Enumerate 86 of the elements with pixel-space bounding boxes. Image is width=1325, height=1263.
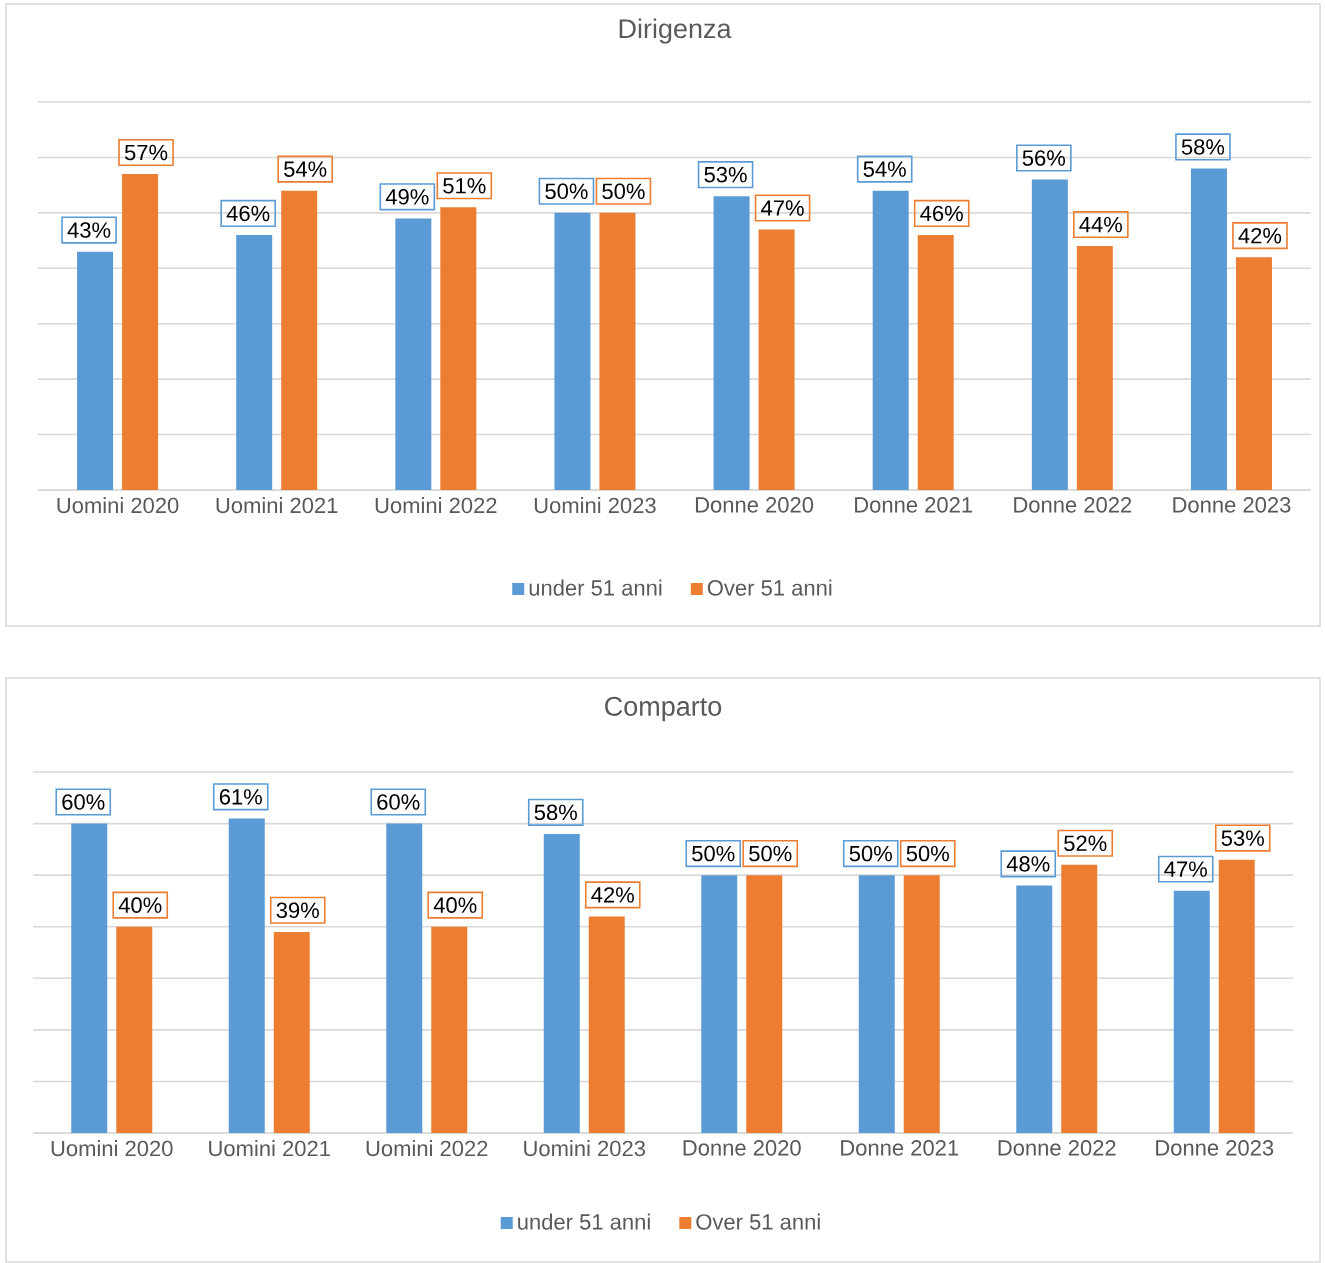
data-label: 60% (377, 794, 420, 810)
bar (746, 875, 783, 1133)
bar (116, 926, 153, 1133)
data-label: 40% (118, 897, 162, 913)
x-tick-label: Uomini 2023 (534, 497, 656, 514)
chart-title: Dirigenza (619, 18, 732, 44)
x-tick-label: Uomini 2022 (375, 497, 497, 514)
bar (1031, 179, 1068, 490)
data-label: 54% (284, 161, 327, 177)
x-tick-label: Uomini 2020 (57, 497, 179, 514)
x-tick-label: Uomini 2020 (51, 1140, 173, 1157)
data-label: 58% (1181, 139, 1225, 155)
chart-title: Comparto (605, 696, 722, 722)
data-label: 50% (545, 183, 588, 200)
bar (1173, 890, 1210, 1133)
data-label: 54% (863, 161, 906, 177)
data-label: 42% (591, 887, 634, 903)
data-label: 42% (1238, 227, 1282, 244)
legend-label: Over 51 anni (696, 1213, 820, 1230)
bar (554, 212, 591, 490)
bar (236, 235, 273, 490)
bar (599, 212, 636, 490)
data-label: 40% (433, 897, 477, 913)
data-label: 60% (62, 794, 105, 810)
data-label: 56% (1022, 150, 1066, 166)
bar (701, 875, 738, 1133)
bar (395, 218, 432, 490)
bar (1218, 859, 1255, 1133)
bar (273, 931, 310, 1133)
x-tick-label: Uomini 2023 (524, 1140, 645, 1157)
bar (1190, 168, 1227, 490)
x-tick-label: Donne 2021 (855, 497, 973, 513)
data-label: 50% (602, 183, 645, 200)
x-tick-label: Donne 2023 (1156, 1140, 1274, 1156)
x-tick-label: Donne 2020 (695, 497, 814, 513)
x-tick-label: Uomini 2022 (366, 1140, 488, 1157)
data-label: 47% (1164, 861, 1207, 877)
bar (281, 190, 318, 490)
data-label: 39% (276, 902, 319, 919)
bar (122, 174, 159, 490)
data-label: 50% (692, 845, 735, 862)
data-label: 53% (1221, 830, 1264, 846)
bar (1061, 864, 1098, 1133)
data-label: 58% (534, 804, 577, 821)
x-tick-label: Donne 2020 (683, 1140, 801, 1156)
bar (440, 207, 477, 490)
data-label: 57% (124, 144, 168, 161)
data-label: 49% (385, 189, 429, 205)
data-label: 47% (761, 200, 804, 216)
x-tick-label: Donne 2023 (1173, 497, 1291, 513)
data-label: 50% (906, 845, 949, 862)
legend-label: Over 51 anni (707, 579, 832, 596)
data-label: 50% (849, 845, 892, 862)
bar (1235, 257, 1272, 490)
x-tick-label: Uomini 2021 (209, 1140, 330, 1157)
bar (758, 229, 795, 490)
data-label: 44% (1079, 216, 1123, 233)
bar (228, 818, 265, 1133)
bar (71, 823, 108, 1133)
bar (1016, 885, 1053, 1133)
bar (872, 190, 909, 490)
x-tick-label: Donne 2022 (998, 1140, 1116, 1156)
bar (903, 875, 940, 1133)
legend-label: under 51 anni (518, 1213, 650, 1230)
legend-label: under 51 anni (529, 579, 662, 596)
data-label: 51% (443, 178, 486, 194)
data-label: 43% (67, 222, 111, 238)
bar (713, 196, 750, 490)
bar (77, 251, 114, 490)
bar (917, 235, 954, 490)
bar (543, 833, 580, 1133)
data-label: 53% (704, 166, 747, 183)
data-label: 61% (219, 789, 262, 805)
data-label: 46% (920, 205, 963, 222)
bar (431, 926, 468, 1133)
bar (386, 823, 423, 1133)
data-label: 46% (226, 205, 270, 222)
data-label: 50% (749, 845, 792, 862)
x-tick-label: Uomini 2021 (216, 497, 338, 514)
bar (588, 916, 625, 1133)
data-label: 52% (1064, 835, 1107, 852)
bar (1076, 246, 1113, 490)
x-tick-label: Donne 2021 (841, 1140, 959, 1156)
bar (858, 875, 895, 1133)
data-label: 48% (1006, 856, 1050, 872)
x-tick-label: Donne 2022 (1014, 497, 1132, 513)
